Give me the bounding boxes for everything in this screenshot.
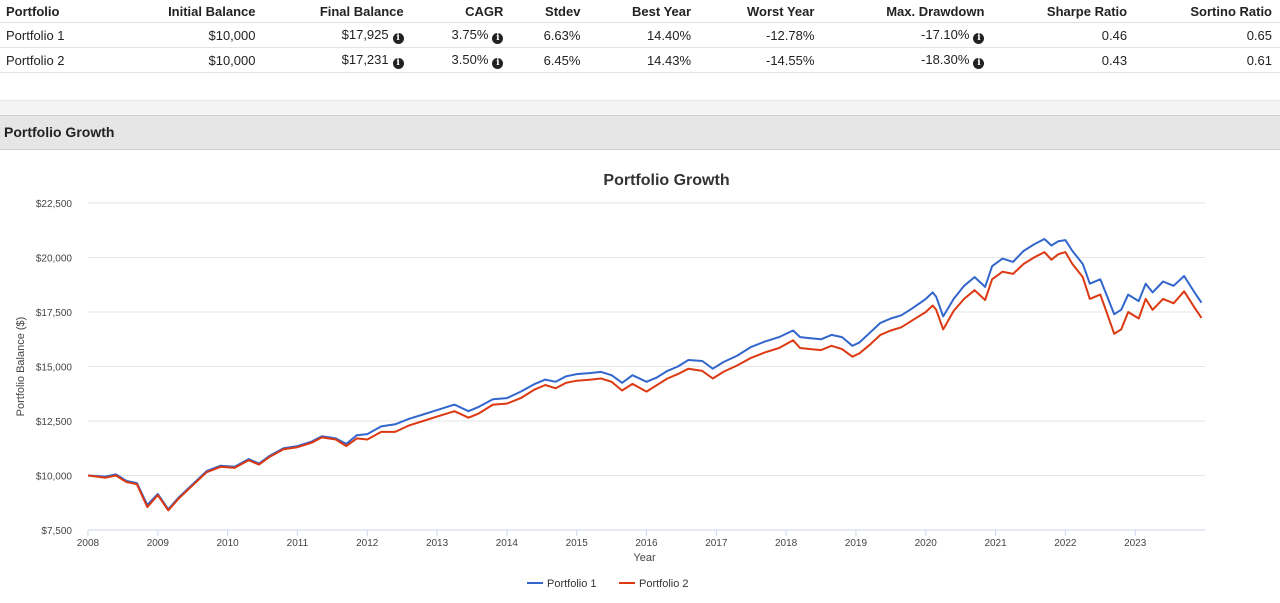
info-icon[interactable]: i [973, 32, 985, 44]
x-tick-label: 2018 [775, 538, 798, 549]
legend-label[interactable]: Portfolio 1 [547, 578, 597, 590]
chart-title: Portfolio Growth [603, 172, 729, 189]
col-sharpe-ratio: Sharpe Ratio [992, 0, 1136, 23]
worst-year: -12.78% [699, 22, 823, 48]
x-tick-label: 2008 [77, 538, 100, 549]
sharpe-ratio: 0.46 [992, 22, 1136, 48]
x-tick-label: 2015 [566, 538, 589, 549]
cagr: 3.75% [451, 26, 489, 42]
series-line-portfolio-1 [87, 238, 1203, 511]
sortino-ratio: 0.65 [1135, 22, 1280, 48]
x-tick-label: 2023 [1124, 538, 1147, 549]
cagr: 3.50% [451, 51, 489, 67]
legend-label[interactable]: Portfolio 2 [639, 578, 689, 590]
best-year: 14.43% [588, 47, 700, 73]
col-max-drawdown: Max. Drawdown [822, 0, 993, 23]
x-tick-label: 2014 [496, 538, 519, 549]
portfolio-growth-chart: Portfolio Growth $7,500 $10,000 $12,500 $15,… [15, 172, 1205, 590]
best-year: 14.40% [588, 22, 700, 48]
col-best-year: Best Year [588, 0, 700, 23]
section-title: Portfolio Growth [4, 124, 115, 140]
worst-year: -14.55% [699, 47, 823, 73]
table-row: Portfolio 2 $10,000 $17,231 i 3.50% i 6.45… [0, 47, 1280, 73]
x-tick-label: 2016 [635, 538, 658, 549]
initial-balance: $10,000 [109, 22, 264, 48]
info-icon[interactable]: i [392, 32, 404, 44]
series-line-portfolio-2 [87, 251, 1203, 512]
x-tick-label: 2021 [984, 538, 1007, 549]
x-tick-label: 2010 [217, 538, 240, 549]
x-tick-label: 2012 [356, 538, 379, 549]
summary-table: Portfolio Initial Balance Final Balance … [0, 0, 1280, 73]
portfolio-name: Portfolio 1 [0, 22, 110, 48]
info-icon[interactable]: i [973, 57, 985, 69]
initial-balance: $10,000 [109, 47, 264, 73]
x-tick-label: 2019 [845, 538, 868, 549]
y-tick-label: $10,000 [36, 472, 73, 483]
col-cagr: CAGR [411, 0, 512, 23]
portfolio-name: Portfolio 2 [0, 47, 110, 73]
final-balance-cell: $17,231 i [263, 47, 412, 73]
col-stdev: Stdev [511, 0, 589, 23]
col-initial-balance: Initial Balance [109, 0, 264, 23]
x-tick-label: 2020 [915, 538, 938, 549]
stdev: 6.45% [511, 47, 589, 73]
info-icon[interactable]: i [492, 57, 504, 69]
x-tick-label: 2011 [287, 538, 309, 549]
sharpe-ratio: 0.43 [992, 47, 1136, 73]
final-balance: $17,231 [341, 51, 389, 67]
col-final-balance: Final Balance [263, 0, 412, 23]
y-axis-label: Portfolio Balance ($) [15, 317, 27, 417]
y-tick-label: $15,000 [36, 363, 73, 374]
final-balance: $17,925 [341, 26, 389, 42]
col-worst-year: Worst Year [699, 0, 823, 23]
section-divider [0, 100, 1280, 115]
x-tick-label: 2022 [1054, 538, 1077, 549]
y-tick-label: $17,500 [36, 308, 73, 319]
y-tick-label: $22,500 [36, 199, 73, 210]
sortino-ratio: 0.61 [1135, 47, 1280, 73]
final-balance-cell: $17,925 i [263, 22, 412, 48]
max-drawdown-cell: -18.30% i [822, 47, 993, 73]
info-icon[interactable]: i [492, 32, 504, 44]
y-tick-label: $7,500 [41, 526, 72, 537]
x-tick-label: 2013 [426, 538, 449, 549]
cagr-cell: 3.50% i [411, 47, 512, 73]
summary-header-row: Portfolio Initial Balance Final Balance … [0, 0, 1280, 23]
max-drawdown: -17.10% [921, 26, 970, 42]
max-drawdown-cell: -17.10% i [822, 22, 993, 48]
max-drawdown: -18.30% [921, 51, 970, 67]
x-tick-label: 2017 [705, 538, 728, 549]
table-row: Portfolio 1 $10,000 $17,925 i 3.75% i 6.63… [0, 22, 1280, 48]
col-portfolio: Portfolio [0, 0, 110, 23]
col-sortino-ratio: Sortino Ratio [1135, 0, 1280, 23]
y-tick-label: $20,000 [36, 254, 73, 265]
x-axis-label: Year [633, 552, 656, 564]
cagr-cell: 3.75% i [411, 22, 512, 48]
stdev: 6.63% [511, 22, 589, 48]
section-header: Portfolio Growth [0, 115, 1280, 150]
x-tick-label: 2009 [147, 538, 170, 549]
y-tick-label: $12,500 [36, 417, 73, 428]
info-icon[interactable]: i [392, 57, 404, 69]
